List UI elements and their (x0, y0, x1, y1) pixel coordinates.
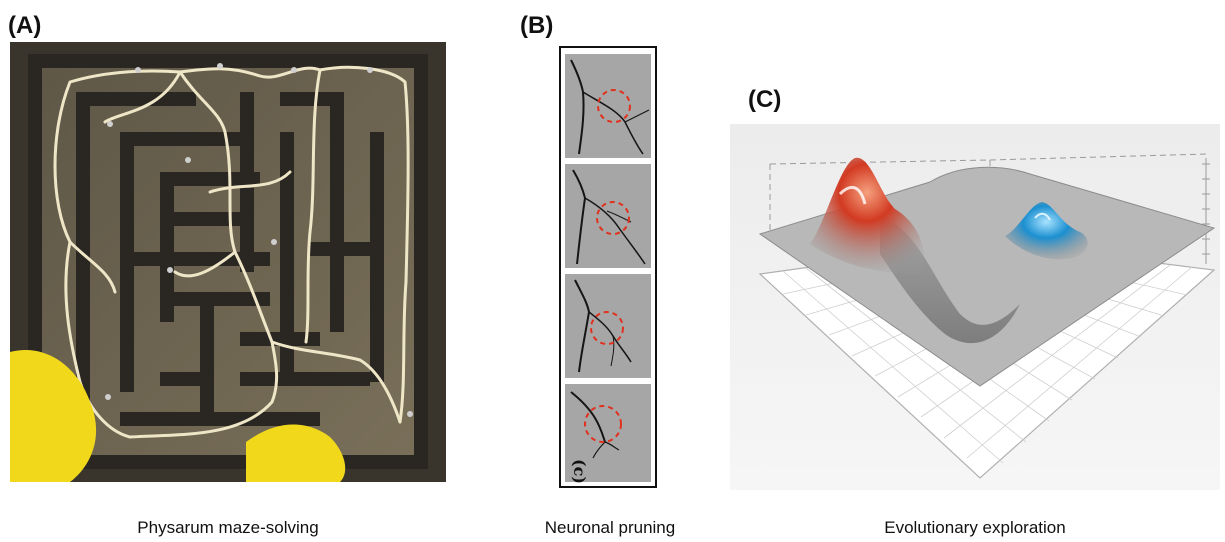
neuronal-pruning-frames: (c) (559, 46, 657, 488)
physarum-maze-image (10, 42, 446, 482)
fitness-landscape-plot (730, 124, 1220, 490)
pruning-frame-1 (565, 54, 651, 158)
pruning-frame-3 (565, 274, 651, 378)
panel-label-a: (A) (8, 12, 42, 39)
frame-mark: (c) (569, 459, 589, 484)
panel-label-c: (C) (748, 86, 782, 113)
caption-c: Evolutionary exploration (884, 518, 1066, 537)
caption-a: Physarum maze-solving (137, 518, 319, 537)
caption-b: Neuronal pruning (544, 518, 676, 537)
pruning-frame-2 (565, 164, 651, 268)
panel-label-b: (B) (520, 12, 554, 39)
pruning-frame-4 (565, 384, 651, 482)
